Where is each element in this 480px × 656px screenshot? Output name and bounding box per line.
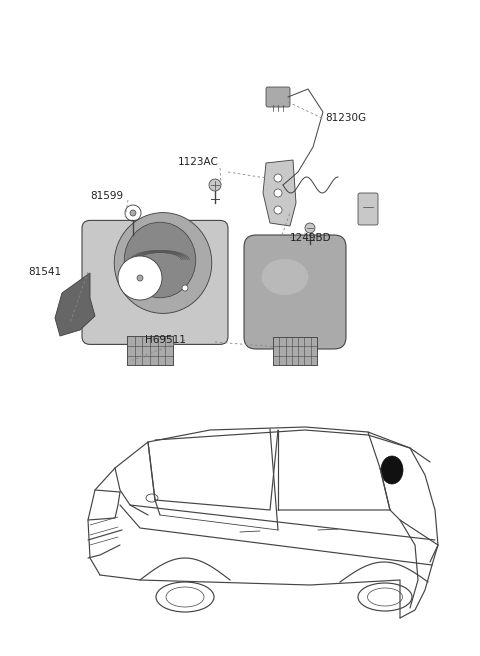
Polygon shape [273,337,317,365]
Ellipse shape [262,259,308,295]
Ellipse shape [114,213,212,314]
Polygon shape [127,337,173,365]
FancyBboxPatch shape [266,87,290,107]
Circle shape [274,206,282,214]
Text: H69511: H69511 [145,335,186,345]
Circle shape [118,256,162,300]
Text: 1123AC: 1123AC [178,157,219,167]
FancyBboxPatch shape [82,220,228,344]
Circle shape [137,275,143,281]
Circle shape [182,285,188,291]
Circle shape [274,189,282,197]
Polygon shape [55,273,95,336]
Circle shape [130,210,136,216]
Circle shape [274,174,282,182]
Circle shape [209,179,221,191]
Ellipse shape [381,456,403,484]
Text: 81230G: 81230G [325,113,366,123]
Polygon shape [263,160,296,226]
Circle shape [305,223,315,233]
Text: 81541: 81541 [28,267,61,277]
FancyBboxPatch shape [358,193,378,225]
Text: 81599: 81599 [90,191,123,201]
Ellipse shape [124,222,196,298]
FancyBboxPatch shape [244,235,346,349]
Text: 1249BD: 1249BD [290,233,332,243]
